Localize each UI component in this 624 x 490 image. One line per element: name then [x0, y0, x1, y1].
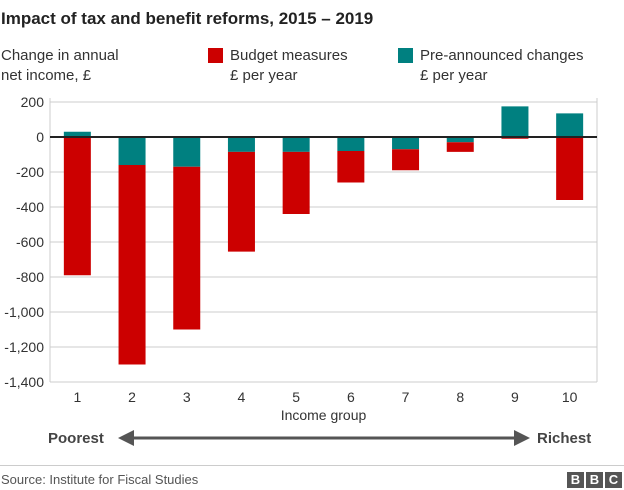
bar-budget	[337, 151, 365, 183]
x-tick-label: 3	[183, 389, 191, 405]
bar-budget	[446, 142, 474, 152]
legend-pre-announced-label: Pre-announced changes	[420, 47, 584, 64]
poorest-label: Poorest	[48, 430, 104, 447]
arrow-right-icon	[514, 430, 530, 446]
bar-pre-announced	[173, 137, 201, 167]
bar-budget	[173, 166, 201, 330]
x-tick-label: 6	[347, 389, 355, 405]
x-tick-label: 10	[562, 389, 578, 405]
legend-pre-announced-unit: £ per year	[420, 67, 488, 84]
y-tick-label: -1,400	[4, 374, 44, 390]
legend-budget-unit: £ per year	[230, 67, 298, 84]
y-tick-label: -200	[16, 164, 44, 180]
x-tick-label: 9	[511, 389, 519, 405]
bar-budget	[556, 137, 584, 200]
x-axis-label: Income group	[281, 407, 367, 423]
legend-budget: Budget measures £ per year	[208, 46, 348, 86]
y-axis-label: Change in annual net income, £	[1, 46, 181, 86]
bar-pre-announced	[63, 131, 91, 137]
bar-budget	[118, 165, 146, 365]
bar-budget	[227, 151, 255, 252]
y-axis-label-line1: Change in annual	[1, 47, 119, 64]
x-tick-label: 2	[128, 389, 136, 405]
x-tick-label: 8	[456, 389, 464, 405]
y-tick-label: 0	[36, 129, 44, 145]
bar-pre-announced	[556, 113, 584, 137]
x-tick-label: 4	[238, 389, 246, 405]
x-tick-label: 5	[292, 389, 300, 405]
bar-pre-announced	[392, 137, 420, 150]
footer-divider	[0, 465, 624, 466]
arrow-left-icon	[118, 430, 134, 446]
richest-label: Richest	[537, 430, 592, 447]
bar-pre-announced	[501, 106, 529, 137]
legend-pre-announced: Pre-announced changes £ per year	[398, 46, 583, 86]
bar-pre-announced	[118, 137, 146, 165]
bar-pre-announced	[446, 137, 474, 143]
legend-budget-label: Budget measures	[230, 47, 348, 64]
y-tick-label: -800	[16, 269, 44, 285]
y-axis-label-line2: net income, £	[1, 67, 92, 84]
bar-budget	[392, 149, 420, 171]
y-tick-label: -400	[16, 199, 44, 215]
bar-budget	[63, 137, 91, 276]
y-tick-label: -1,200	[4, 339, 44, 355]
bar-pre-announced	[282, 137, 310, 152]
legend-swatch-budget	[208, 48, 223, 63]
bar-pre-announced	[337, 137, 365, 151]
x-tick-label: 7	[402, 389, 410, 405]
chart-title: Impact of tax and benefit reforms, 2015 …	[1, 9, 374, 28]
y-tick-label: 200	[21, 94, 45, 110]
legend-swatch-pre-announced	[398, 48, 413, 63]
bar-budget	[282, 151, 310, 214]
source-note: Source: Institute for Fiscal Studies	[1, 472, 199, 487]
x-tick-label: 1	[73, 389, 81, 405]
y-tick-label: -600	[16, 234, 44, 250]
y-tick-label: -1,000	[4, 304, 44, 320]
bar-pre-announced	[227, 137, 255, 152]
